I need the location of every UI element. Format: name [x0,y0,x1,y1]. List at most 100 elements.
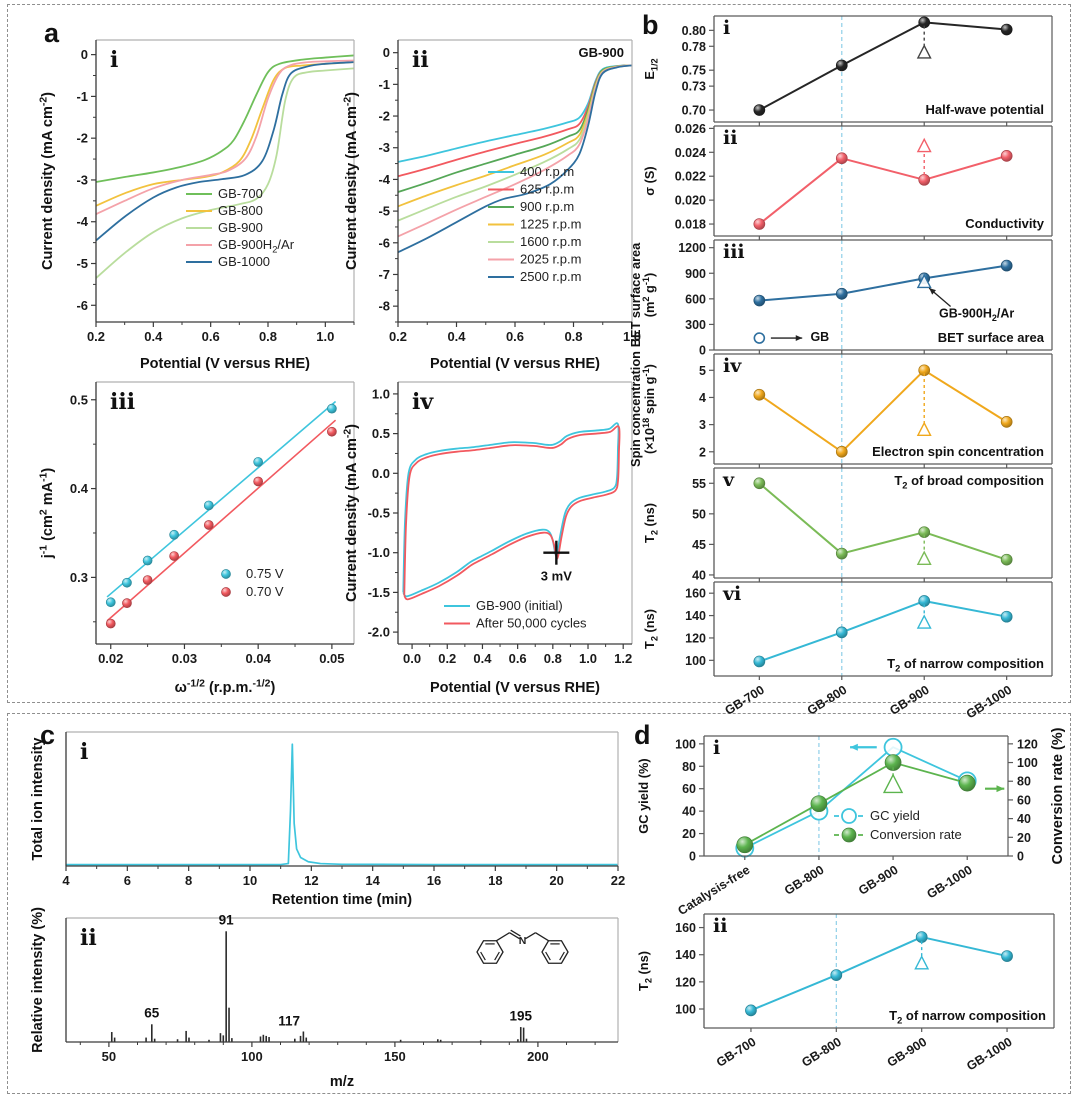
subpanel-numeral: iii [723,241,745,263]
panel-group-ab-border [7,4,1071,703]
svg-text:-5: -5 [76,256,88,271]
svg-text:0.02: 0.02 [98,651,123,666]
svg-text:120: 120 [675,975,696,989]
svg-text:0.70: 0.70 [682,104,706,118]
y-axis-label: Relative intensity (%) [30,907,46,1053]
series-fit-0.75V [106,400,337,598]
svg-text:0: 0 [383,45,390,60]
y-axis-ticks: 1.0 0.5 0.0 -0.5 -1.0 -1.5 -2.0 [368,386,398,640]
svg-text:16: 16 [427,873,441,888]
category-label: GB-900 [887,683,932,718]
svg-text:45: 45 [692,538,706,552]
y-axis-label: T2 (ns) [642,609,659,649]
y-axis-label: T2 (ns) [642,503,659,543]
series-T2-narrow [753,595,1013,668]
data-point [915,931,928,943]
svg-text:0.6: 0.6 [509,651,527,666]
legend: GB-900 (initial) After 50,000 cycles [444,598,587,631]
series-2500 r.p.m [397,64,633,254]
y-axis-label: Spin concentration [628,351,643,467]
legend-label: GB-900 (initial) [476,598,563,613]
svg-text:0.03: 0.03 [172,651,197,666]
svg-text:50: 50 [102,1049,116,1064]
svg-text:4: 4 [62,873,70,888]
x-axis-ticks: 50 100 150 200 [79,1042,596,1064]
x-axis-label: Potential (V versus RHE) [430,356,600,372]
svg-text:300: 300 [685,318,706,332]
svg-text:18: 18 [488,873,502,888]
data-point [1000,610,1013,623]
legend-label: 400 r.p.m [520,164,574,179]
legend-label: GB-1000 [218,254,270,269]
svg-text:0.05: 0.05 [319,651,344,666]
legend-label: 900 r.p.m [520,199,574,214]
series-BET [753,259,1013,307]
y-axis-ticks: 100 120 140 160 [685,587,714,668]
svg-text:20: 20 [549,873,563,888]
svg-text:5: 5 [699,364,706,378]
chart-b-iii-bet-surface-area: 0 300 600 900 1200 BET surface area (m2 g-1) ii… [628,238,1066,358]
svg-text:2: 2 [699,445,706,459]
svg-text:0.022: 0.022 [675,170,706,184]
data-point [835,547,848,560]
svg-text:6: 6 [124,873,131,888]
chart-b-ii-conductivity: 0.018 0.020 0.022 0.024 0.026 σ (S) ii Conducti… [634,122,1066,240]
subpanel-numeral: ii [412,47,429,73]
series-GB-800 [95,61,355,207]
svg-text:0: 0 [689,850,696,864]
svg-text:20: 20 [682,827,696,841]
x-axis-ticks: 4 6 8 10 12 14 16 18 20 22 [62,866,625,888]
svg-text:150: 150 [384,1049,406,1064]
svg-text:0.0: 0.0 [403,651,421,666]
svg-text:0.4: 0.4 [473,651,492,666]
svg-text:-5: -5 [378,204,390,219]
data-point [884,754,902,771]
x-axis-ticks: GB-700 GB-800 GB-900 GB-1000 [714,1028,1015,1073]
svg-text:160: 160 [675,921,696,935]
category-label: GB-700 [722,683,767,718]
y-axis-label: (×1018 spin g-1) [641,364,657,454]
category-label: GB-800 [782,863,827,898]
svg-text:-3: -3 [76,172,88,187]
legend-label: 0.75 V [246,566,284,581]
svg-text:0.6: 0.6 [202,329,220,344]
svg-text:120: 120 [1017,737,1038,751]
svg-text:-1.0: -1.0 [368,545,390,560]
series-conductivity [753,150,1013,230]
annotation-text: 65 [144,1006,160,1021]
svg-text:0.4: 0.4 [144,329,163,344]
chart-b-iv-spin-concentration: 2 3 4 5 Spin concentration (×1018 spin g-1) iv… [628,351,1066,468]
annotation-text: 91 [219,913,235,928]
x-axis-label: ω-1/2 (r.p.m.-1/2) [175,678,276,696]
annotation-text: 117 [278,1013,300,1028]
data-point [327,426,337,437]
y-axis-label: Current density (mA cm-2) [38,92,56,270]
svg-text:0.8: 0.8 [544,651,562,666]
panel-label-a: a [44,18,60,48]
legend-label: 0.70 V [246,584,284,599]
chart-b-i-half-wave-potential: 0.70 0.73 0.75 0.78 0.80 E1/2 i Half-wave poten… [634,10,1066,126]
svg-text:0.024: 0.024 [675,146,706,160]
data-point [918,526,931,539]
y-axis-ticks: 0.018 0.020 0.022 0.024 0.026 [675,122,714,232]
svg-text:120: 120 [685,631,706,645]
y-axis-label: T2 (ns) [636,951,653,991]
data-point [1001,950,1013,962]
inside-plot-label: GB-900 [578,45,624,60]
legend-label: GB-900 [218,220,263,235]
svg-text:40: 40 [692,568,706,582]
y-axis-ticks: 0.3 0.4 0.5 [70,392,96,623]
chart-a-iii-koutecky-levich: 0.02 0.03 0.04 0.05 0.3 0.4 0.5 ω-1/2 (r.p.m.-1… [36,370,368,700]
svg-text:0.3: 0.3 [70,570,88,585]
svg-text:-8: -8 [378,299,390,314]
series-0.75 V [105,403,337,608]
chart-svg-b1: 0.70 0.73 0.75 0.78 0.80 E1/2 i Half-wave poten… [642,15,1053,126]
svg-text:140: 140 [685,609,706,623]
y-axis-ticks: 0 300 600 900 1200 [678,241,714,358]
data-point [918,173,931,186]
svg-text:55: 55 [692,477,706,491]
data-point [753,218,766,230]
series-E-half [753,16,1013,116]
category-label: GB-700 [714,1035,759,1070]
svg-text:160: 160 [685,587,706,601]
